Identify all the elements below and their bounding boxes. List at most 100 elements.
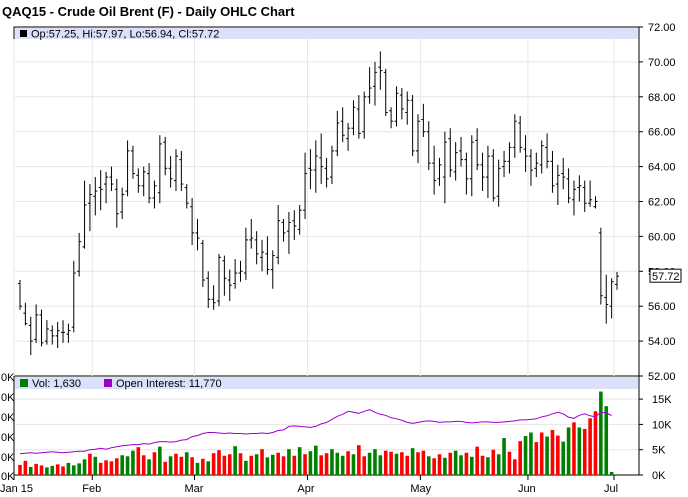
volume-legend-text: Vol: 1,630: [32, 378, 81, 390]
volume-bar: [270, 454, 275, 475]
volume-bar: [518, 441, 522, 475]
ohlc-bar: [539, 140, 544, 174]
volume-left-tick-label: 0K: [1, 432, 15, 444]
volume-legend-bar: [15, 377, 638, 389]
ohlc-bar: [179, 150, 184, 192]
price-tick-label: 72.00: [648, 22, 676, 34]
volume-bar: [362, 456, 367, 475]
ohlc-bar: [227, 269, 232, 301]
volume-bar: [249, 455, 254, 475]
ohlc-bar: [561, 157, 566, 190]
ohlc-bar: [28, 316, 33, 356]
volume-bar: [319, 455, 323, 475]
month-tick-label: Apr: [297, 483, 314, 495]
volume-bar: [561, 441, 566, 475]
open-interest-line: [19, 409, 612, 455]
volume-bar: [572, 422, 576, 475]
volume-bar: [480, 455, 485, 475]
ohlc-bar: [346, 122, 351, 151]
volume-bar: [599, 391, 603, 475]
ohlc-bar: [270, 250, 275, 289]
ohlc-bar: [329, 145, 334, 185]
ohlc-bar: [582, 180, 587, 212]
ohlc-bar: [416, 114, 420, 164]
volume-bar: [98, 462, 103, 475]
volume-bar: [45, 467, 49, 475]
ohlc-bar: [485, 145, 490, 199]
ohlc-bar: [324, 157, 329, 188]
volume-bar: [179, 456, 184, 475]
volume-bar: [158, 446, 162, 475]
ohlc-bar: [351, 100, 356, 136]
ohlc-bar: [528, 149, 533, 186]
volume-bar: [77, 463, 81, 475]
volume-bar: [66, 462, 71, 475]
ohlc-bar: [222, 255, 227, 296]
volume-bar: [125, 456, 130, 475]
ohlc-bar: [184, 184, 189, 209]
volume-bar: [330, 449, 334, 475]
ohlc-bar: [308, 149, 313, 190]
ohlc-bar: [372, 61, 377, 106]
ohlc-bar: [168, 156, 173, 188]
price-tick-label: 52.00: [648, 371, 676, 383]
ohlc-bar: [276, 204, 281, 265]
volume-bar: [136, 447, 141, 475]
ohlc-bar: [190, 198, 195, 246]
volume-left-tick-label: 0K: [1, 452, 15, 464]
volume-bar: [303, 454, 307, 475]
volume-bar: [400, 452, 404, 475]
volume-bar: [276, 452, 280, 475]
volume-bar: [184, 452, 189, 475]
volume-bar: [443, 457, 447, 475]
ohlc-bar: [87, 184, 92, 232]
ohlc-bar: [125, 140, 130, 197]
ohlc-bar: [555, 164, 560, 205]
volume-bar: [120, 455, 124, 475]
ohlc-bar: [233, 259, 238, 289]
volume-bar: [195, 462, 200, 475]
volume-right-tick-label: 15K: [652, 394, 672, 406]
volume-bar: [416, 452, 420, 475]
ohlc-bar: [383, 68, 388, 116]
ohlc-bar: [464, 152, 469, 195]
volume-bar: [39, 465, 44, 475]
volume-bar: [265, 457, 270, 475]
volume-bar: [287, 449, 291, 475]
volume-bar: [308, 451, 313, 475]
ohlc-bar: [571, 180, 576, 216]
ohlc-bar: [249, 218, 254, 249]
volume-bar: [389, 451, 393, 475]
volume-bar: [324, 453, 329, 475]
ohlc-bar: [389, 107, 394, 129]
ohlc-bar: [367, 67, 372, 104]
ohlc-bar: [18, 280, 22, 310]
ohlc-bar: [335, 110, 340, 157]
ohlc-bar: [254, 231, 259, 265]
volume-right-tick-label: 5K: [652, 445, 666, 457]
ohlc-bar: [141, 166, 146, 197]
volume-bar: [314, 445, 318, 475]
ohlc-bar: [475, 128, 480, 171]
volume-bar: [437, 454, 442, 475]
ohlc-bar: [480, 152, 485, 192]
ohlc-bar: [469, 135, 474, 197]
volume-bar: [109, 461, 114, 475]
ohlc-bar: [109, 166, 114, 192]
ohlc-bar: [50, 325, 55, 345]
volume-bar: [405, 455, 410, 475]
volume-bar: [335, 452, 340, 475]
volume-bar: [378, 455, 383, 475]
ohlc-bar: [217, 253, 221, 307]
volume-bar: [233, 446, 237, 475]
ohlc-bar: [71, 260, 76, 333]
ohlc-bar: [545, 133, 550, 169]
ohlc-bar: [44, 320, 49, 345]
volume-left-tick-label: 0K: [1, 471, 15, 483]
ohlc-bar: [243, 227, 248, 281]
ohlc-bar: [442, 131, 447, 204]
ohlc-bar: [604, 274, 609, 324]
ohlc-bar: [491, 149, 496, 202]
volume-bar: [254, 454, 259, 475]
